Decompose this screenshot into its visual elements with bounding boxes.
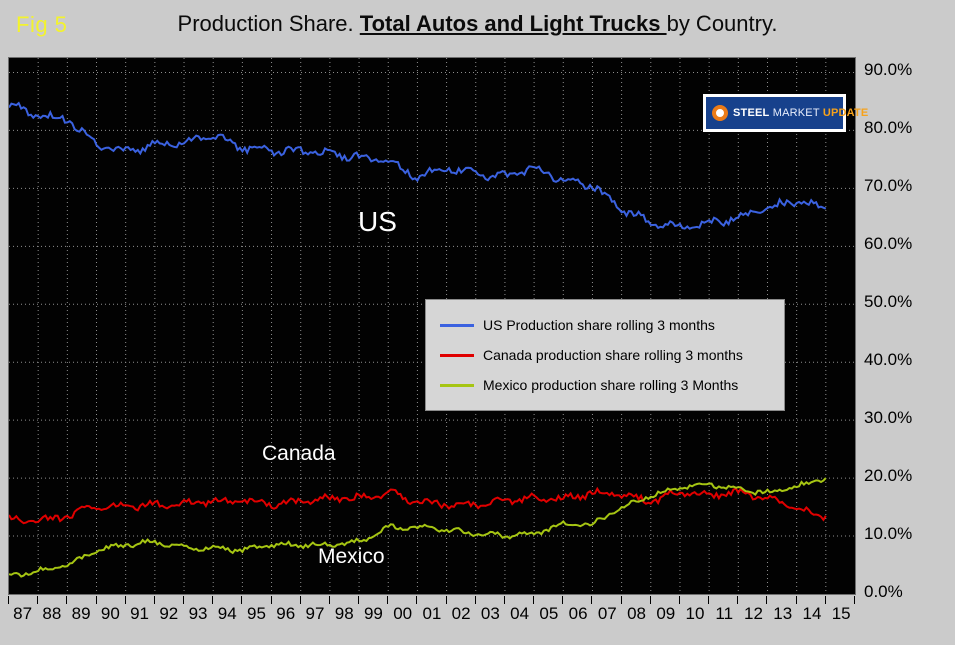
x-axis-tick (241, 596, 243, 604)
y-axis-label: 50.0% (864, 292, 913, 312)
legend-item-us: US Production share rolling 3 months (440, 310, 770, 340)
x-axis-tick (533, 596, 535, 604)
chart-title-prefix: Production Share. (177, 11, 360, 36)
x-axis-tick (37, 596, 39, 604)
legend-label-mexico: Mexico production share rolling 3 Months (483, 377, 739, 393)
x-axis-label: 97 (305, 604, 325, 623)
x-axis-label: 04 (510, 604, 530, 623)
x-axis-label: 15 (831, 604, 851, 623)
x-axis-tick (620, 596, 622, 604)
x-axis-label: 02 (451, 604, 471, 623)
x-axis-label: 10 (685, 604, 705, 623)
x-axis-tick (854, 596, 855, 604)
x-axis-tick (270, 596, 272, 604)
logo-ring-icon (712, 105, 728, 121)
series-line-us (9, 101, 827, 230)
x-axis-tick (503, 596, 505, 604)
x-axis-tick (95, 596, 97, 604)
x-axis-tick (183, 596, 185, 604)
series-line-canada (9, 486, 827, 525)
steel-market-update-logo: STEEL MARKET UPDATE (703, 94, 868, 132)
x-axis-tick (124, 596, 126, 604)
canada-line-swatch (440, 353, 474, 357)
x-axis-label: 12 (744, 604, 763, 623)
x-axis-label: 07 (597, 604, 617, 623)
chart-title-suffix: by Country. (666, 11, 778, 36)
x-axis-label: 06 (568, 604, 588, 623)
x-axis-tick (591, 596, 593, 604)
x-axis-label: 98 (334, 604, 354, 623)
x-axis-label: 11 (715, 604, 734, 623)
x-axis-tick (153, 596, 155, 604)
x-axis-tick (358, 596, 360, 604)
figure-number: Fig 5 (16, 12, 68, 37)
chart-title-emphasis: Total Autos and Light Trucks (359, 11, 667, 36)
x-axis: 87 88 89 90 91 92 93 94 95 96 97 98 99 00 01 02 03 04 05 06… (8, 599, 856, 630)
x-axis-label: 89 (71, 604, 91, 623)
mexico-line-swatch (440, 383, 474, 387)
x-axis-tick (416, 596, 418, 604)
x-axis-tick (766, 596, 768, 604)
logo-word-update: UPDATE (822, 107, 869, 119)
legend-label-canada: Canada production share rolling 3 months (483, 347, 743, 363)
logo-inner: STEEL MARKET UPDATE (706, 97, 868, 129)
us-line-swatch (440, 323, 474, 327)
x-axis-label: 13 (773, 604, 793, 623)
y-axis-label: 10.0% (864, 524, 913, 544)
x-axis-tick (474, 596, 476, 604)
x-axis-label: 93 (188, 604, 208, 623)
logo-text: STEEL MARKET UPDATE (733, 107, 868, 119)
x-axis-tick (562, 596, 564, 604)
x-axis-tick (824, 596, 826, 604)
x-axis-label: 87 (13, 604, 33, 623)
x-axis-label: 91 (130, 604, 150, 623)
legend: US Production share rolling 3 months Can… (425, 299, 785, 411)
legend-label-us: US Production share rolling 3 months (483, 317, 715, 333)
x-axis-label: 96 (276, 604, 296, 623)
x-axis-tick (678, 596, 680, 604)
x-axis-label: 90 (100, 604, 120, 623)
y-axis-label: 70.0% (864, 176, 913, 196)
x-axis-tick (387, 596, 389, 604)
x-axis-tick (445, 596, 447, 604)
x-axis-tick (795, 596, 797, 604)
x-axis-label: 08 (627, 604, 646, 623)
canada-series-label: Canada (262, 442, 336, 465)
y-axis-label: 20.0% (864, 466, 913, 486)
x-axis-label: 95 (247, 604, 266, 623)
y-axis-label: 90.0% (864, 60, 913, 80)
chart-title: Production Share. Total Autos and Light … (40, 11, 915, 37)
y-axis-label: 0.0% (864, 582, 903, 601)
x-axis-tick (708, 596, 710, 604)
x-axis-tick (649, 596, 651, 604)
x-axis-tick (328, 596, 330, 604)
x-axis-label: 92 (159, 604, 179, 623)
x-axis-label: 14 (802, 604, 822, 623)
y-axis-label: 40.0% (864, 350, 913, 370)
x-axis-tick (66, 596, 68, 604)
x-axis-tick (212, 596, 214, 604)
y-axis-label: 30.0% (864, 408, 913, 428)
x-axis-label: 09 (656, 604, 676, 623)
x-axis-label: 88 (42, 604, 62, 623)
x-axis-label: 00 (393, 604, 413, 623)
x-axis-label: 03 (480, 604, 500, 623)
legend-item-canada: Canada production share rolling 3 months (440, 340, 770, 370)
x-axis-label: 01 (422, 604, 442, 623)
mexico-series-label: Mexico (318, 545, 385, 568)
legend-item-mexico: Mexico production share rolling 3 Months (440, 370, 770, 400)
y-axis-label: 60.0% (864, 234, 913, 254)
x-axis-label: 99 (363, 604, 383, 623)
x-axis-tick (8, 596, 9, 604)
us-series-label: US (358, 206, 397, 237)
series-line-mexico (9, 477, 827, 578)
y-axis-label: 80.0% (864, 118, 913, 138)
x-axis-label: 05 (539, 604, 559, 623)
logo-word-steel: STEEL (733, 107, 770, 119)
x-axis-label: 94 (217, 604, 237, 623)
x-axis-tick (299, 596, 301, 604)
x-axis-tick (737, 596, 739, 604)
logo-word-market: MARKET (772, 107, 820, 119)
